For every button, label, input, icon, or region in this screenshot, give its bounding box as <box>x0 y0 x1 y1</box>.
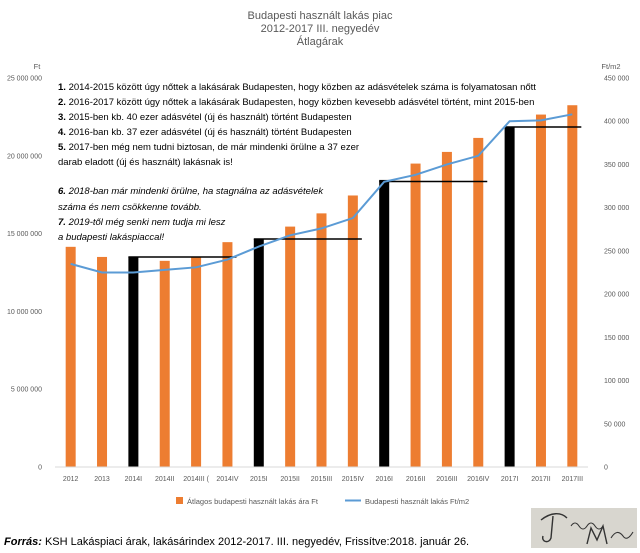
source-note: Forrás: KSH Lakáspiaci árak, lakásárinde… <box>4 536 469 548</box>
left-axis-unit: Ft <box>34 62 42 71</box>
annotation-number: 4. <box>58 127 69 138</box>
annotation-text: 2015-ben kb. 40 ezer adásvétel (új és ha… <box>69 112 352 123</box>
x-axis-tick: 2014III ( <box>183 476 209 483</box>
annotation-line: 6. 2018-ban már mindenki örülne, ha stag… <box>58 186 324 197</box>
bar <box>160 261 170 467</box>
annotation-text: a budapesti lakáspiaccal! <box>58 232 165 243</box>
right-axis-tick: 0 <box>604 465 608 472</box>
annotation-line: darab eladott (új és használt) lakásnak … <box>58 157 233 168</box>
annotation-number: 2. <box>58 97 69 108</box>
annotation-line: 1. 2014-2015 között úgy nőttek a lakásár… <box>58 82 536 93</box>
source-label: Forrás: <box>4 536 42 548</box>
bar <box>442 152 452 467</box>
bar <box>128 257 138 467</box>
x-axis-tick: 2017II <box>531 476 551 483</box>
annotation-number: 6. <box>58 186 69 197</box>
bar <box>285 227 295 467</box>
annotation-text: száma és nem csökkenne tovább. <box>58 202 202 213</box>
bar <box>567 105 577 467</box>
annotation-number: 5. <box>58 142 69 153</box>
right-axis-tick: 350 000 <box>604 162 629 169</box>
right-axis: Ft/m2 0 50 000 100 000 150 000 200 000 250 000… <box>601 62 629 472</box>
chart-title-line: 2012-2017 III. negyedév <box>261 23 380 35</box>
chart-title-line: Átlagárak <box>297 35 344 48</box>
left-axis-tick: 20 000 000 <box>7 153 42 160</box>
right-axis-tick: 100 000 <box>604 378 629 385</box>
right-axis-tick: 50 000 <box>604 421 626 428</box>
annotation-text: darab eladott (új és használt) lakásnak … <box>58 157 233 168</box>
annotation-text: 2016-2017 között úgy nőttek a lakásárak … <box>69 97 535 108</box>
annotation-text: 2017-ben még nem tudni biztosan, de már … <box>69 142 359 153</box>
annotation-text: 2019-től még senki nem tudja mi lesz <box>68 217 226 228</box>
right-axis-tick: 150 000 <box>604 335 629 342</box>
legend: Átlagos budapesti használt lakás ára Ft B… <box>176 497 469 506</box>
x-axis-tick: 2014I <box>125 476 143 483</box>
x-axis-tick: 2014II <box>155 476 175 483</box>
annotation-line: 4. 2016-ban kb. 37 ezer adásvétel (új és… <box>58 127 352 138</box>
right-axis-tick: 250 000 <box>604 248 629 255</box>
bar <box>411 164 421 467</box>
left-axis-tick: 25 000 000 <box>7 76 42 83</box>
left-axis-tick: 10 000 000 <box>7 309 42 316</box>
left-axis: Ft 0 5 000 000 10 000 000 15 000 000 20 000 0… <box>7 62 42 472</box>
annotation-number: 3. <box>58 112 69 123</box>
bar <box>66 247 76 467</box>
left-axis-tick: 0 <box>38 465 42 472</box>
x-axis-tick: 2017I <box>501 476 519 483</box>
x-axis-tick: 2015IV <box>342 476 365 483</box>
annotation-line: 7. 2019-től még senki nem tudja mi lesz <box>58 217 226 228</box>
legend-label: Budapesti használt lakás Ft/m2 <box>365 497 469 506</box>
x-axis-tick: 2017III <box>562 476 583 483</box>
x-axis-tick: 2016III <box>436 476 457 483</box>
right-axis-tick: 300 000 <box>604 205 629 212</box>
bar <box>254 239 264 467</box>
annotation-line: száma és nem csökkenne tovább. <box>58 202 202 213</box>
right-axis-tick: 400 000 <box>604 119 629 126</box>
bar <box>536 115 546 467</box>
signature-image <box>531 508 637 548</box>
right-axis-tick: 200 000 <box>604 292 629 299</box>
x-axis-tick: 2016I <box>375 476 393 483</box>
annotation-number: 7. <box>58 217 69 228</box>
legend-label: Átlagos budapesti használt lakás ára Ft <box>187 497 319 506</box>
bar <box>317 213 327 467</box>
annotation-line: 2. 2016-2017 között úgy nőttek a lakásár… <box>58 97 534 108</box>
bar <box>222 242 232 467</box>
x-axis-tick: 2012 <box>63 476 79 483</box>
author-logo <box>531 508 637 548</box>
bar <box>191 257 201 467</box>
annotation-text: 2018-ban már mindenki örülne, ha stagnál… <box>68 186 325 197</box>
bar <box>379 180 389 467</box>
legend-swatch-bar <box>176 497 183 504</box>
bar <box>505 127 515 467</box>
right-axis-tick: 450 000 <box>604 76 629 83</box>
annotation-text: 2014-2015 között úgy nőttek a lakásárak … <box>69 82 537 93</box>
x-axis-tick: 2015II <box>280 476 300 483</box>
bar <box>473 138 483 467</box>
source-text: KSH Lakáspiaci árak, lakásárindex 2012-2… <box>42 536 469 548</box>
x-axis-tick: 2015I <box>250 476 268 483</box>
annotation-line: 5. 2017-ben még nem tudni biztosan, de m… <box>58 142 359 153</box>
chart-title-line: Budapesti használt lakás piac <box>248 10 393 22</box>
x-axis-tick: 2013 <box>94 476 110 483</box>
x-axis-tick: 2016II <box>406 476 426 483</box>
annotation-text: 2016-ban kb. 37 ezer adásvétel (új és ha… <box>69 127 352 138</box>
x-axis-tick: 2016IV <box>467 476 490 483</box>
annotation-number: 1. <box>58 82 69 93</box>
left-axis-tick: 5 000 000 <box>11 387 42 394</box>
bar <box>348 195 358 467</box>
left-axis-tick: 15 000 000 <box>7 231 42 238</box>
x-axis-tick: 2015III <box>311 476 332 483</box>
x-axis-tick: 2014IV <box>216 476 239 483</box>
annotation-line: 3. 2015-ben kb. 40 ezer adásvétel (új és… <box>58 112 352 123</box>
bar <box>97 257 107 467</box>
annotation-line: a budapesti lakáspiaccal! <box>58 232 165 243</box>
x-axis: 2012 2013 2014I 2014II 2014III ( 2014IV 2015I 2… <box>55 467 588 483</box>
right-axis-unit: Ft/m2 <box>601 62 620 71</box>
annotation-box: 1. 2014-2015 között úgy nőttek a lakásár… <box>58 82 536 243</box>
